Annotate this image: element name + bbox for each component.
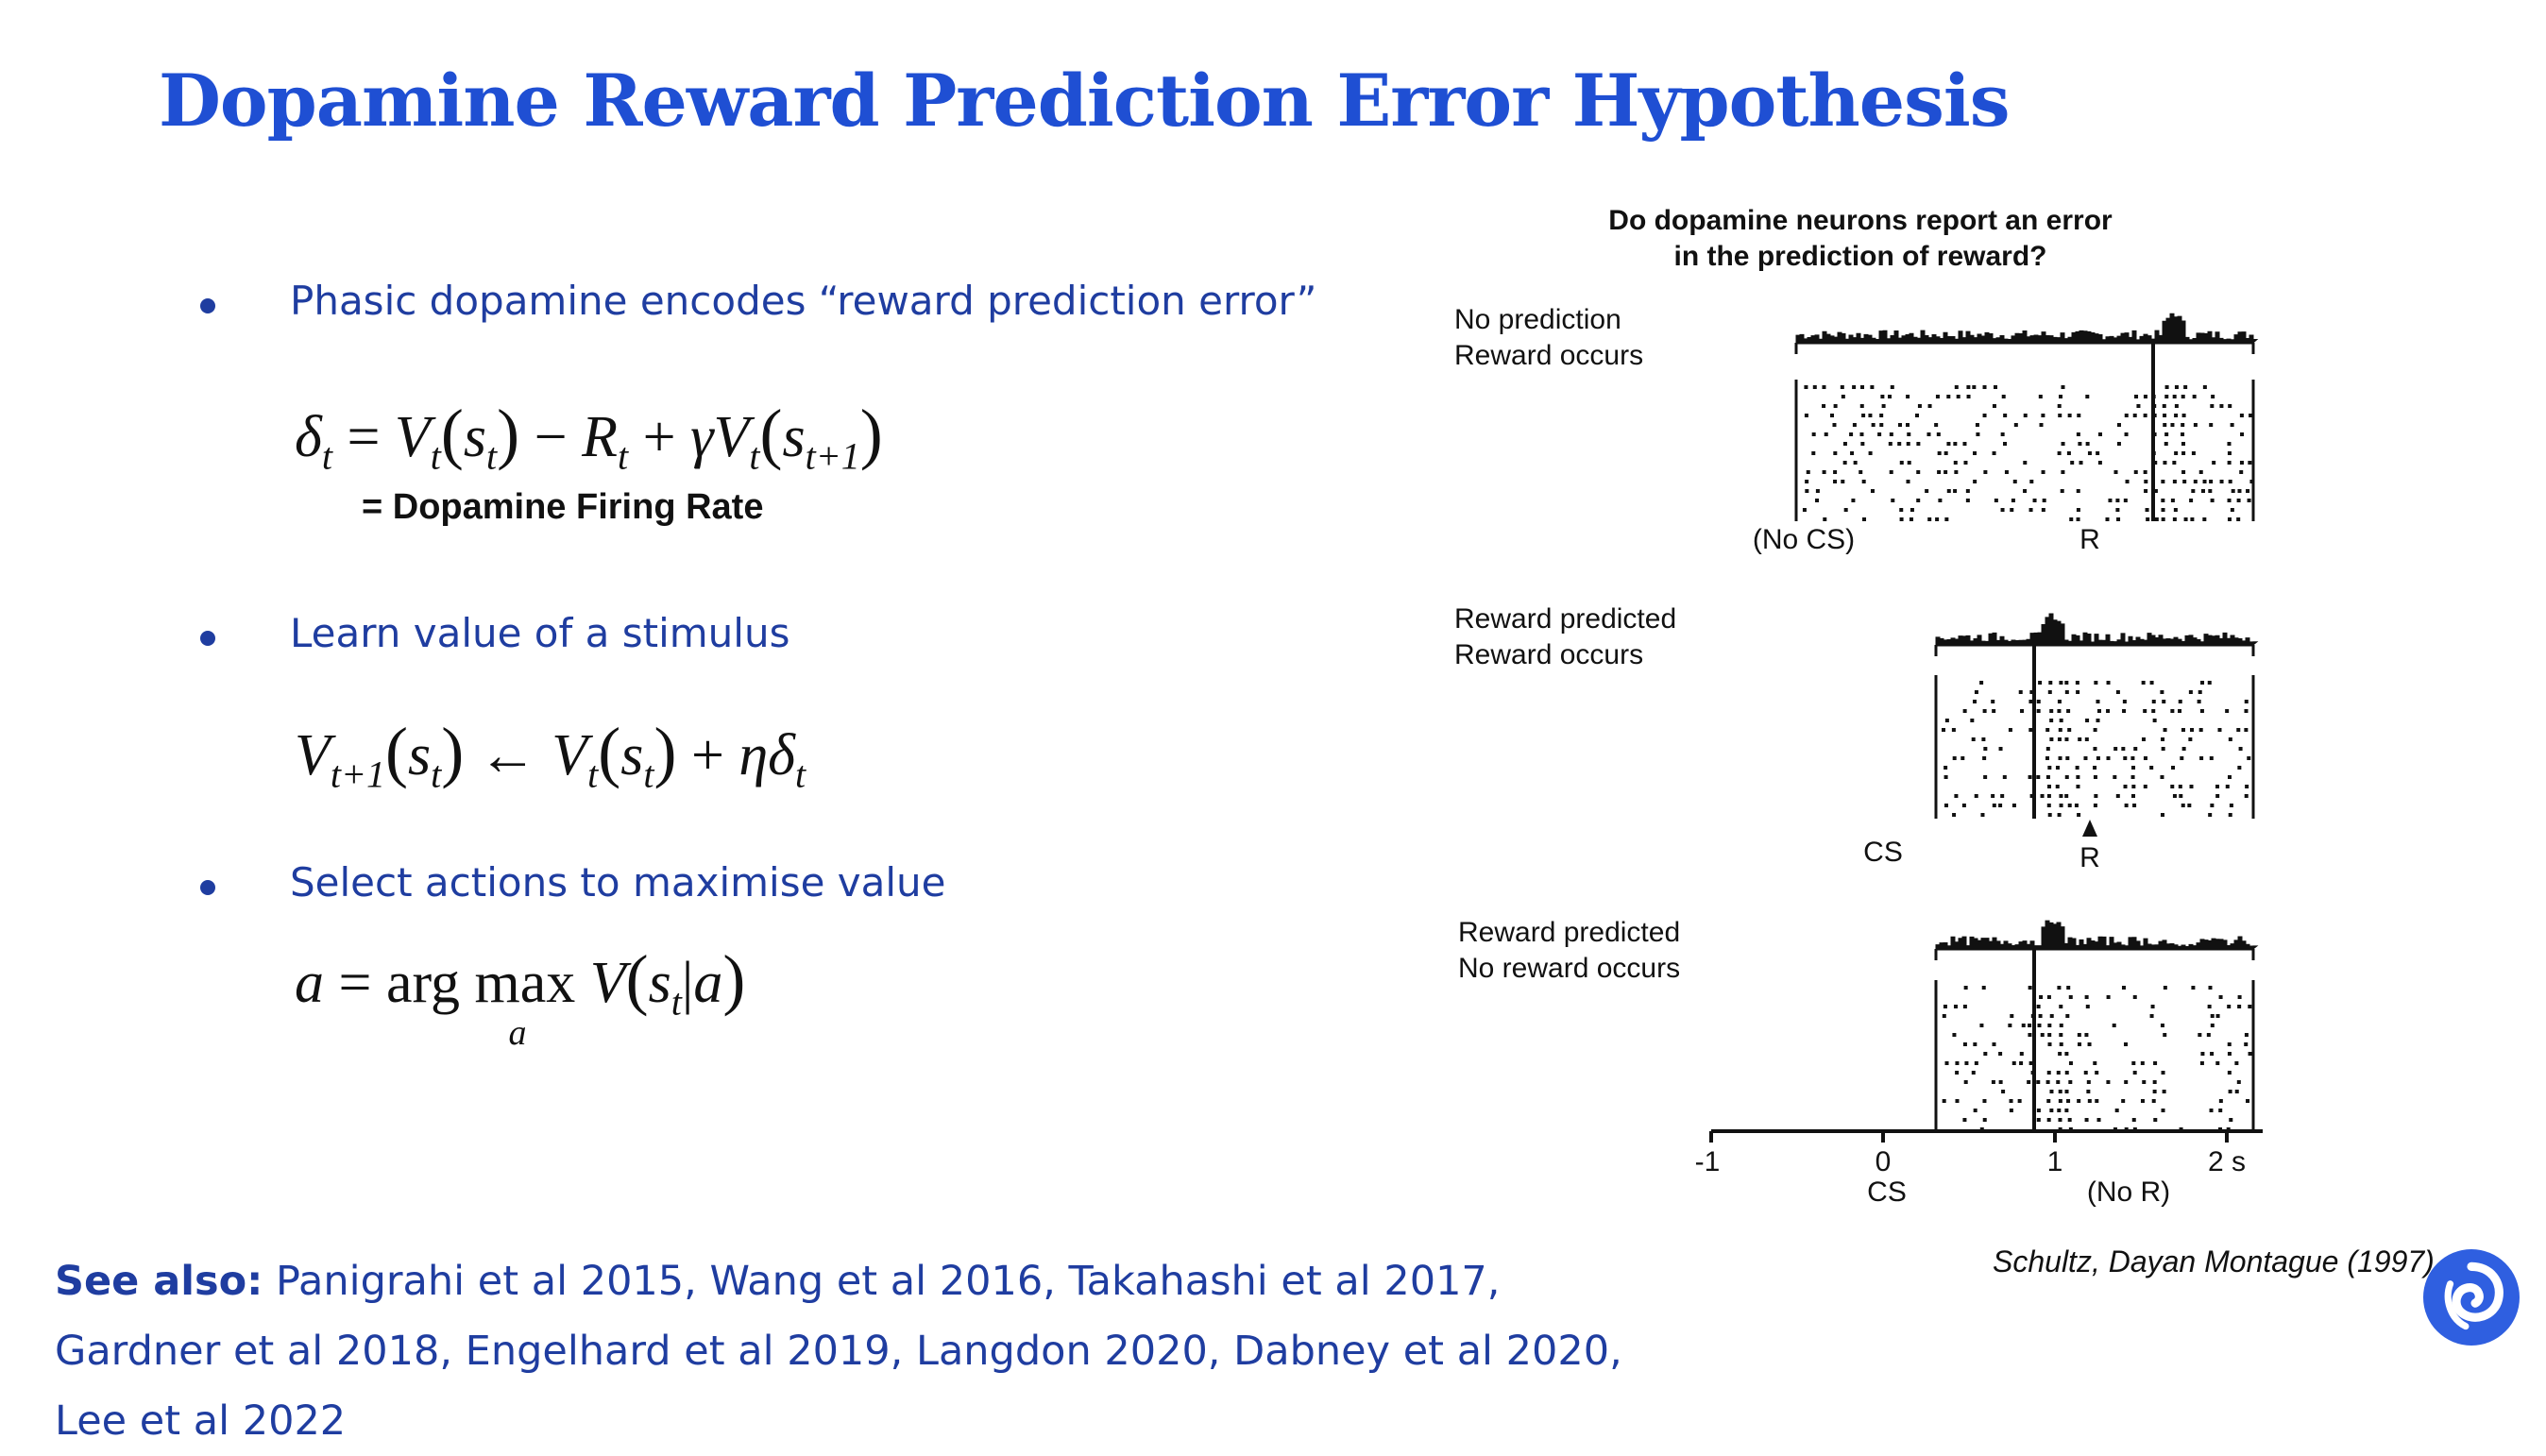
- panel2-cs-marker: CS: [1863, 837, 1903, 868]
- dopamine-raster-figure: Do dopamine neurons report an error in t…: [1454, 205, 2263, 1208]
- panel2-label1: Reward predicted: [1454, 603, 1676, 635]
- argmax-equation: a = arg max a V(st|a): [295, 941, 746, 1053]
- td-error-equation: δt = Vt(st) − Rt + γVt(st+1): [295, 396, 883, 478]
- axis-no-r-label: (No R): [2087, 1177, 2170, 1208]
- tick-minus1: -1: [1695, 1146, 1721, 1177]
- slide-title: Dopamine Reward Prediction Error Hypothe…: [159, 59, 2011, 143]
- equation-label: = Dopamine Firing Rate: [362, 487, 764, 527]
- panel1-label1: No prediction: [1454, 304, 1621, 335]
- value-update-equation: Vt+1(st) ← Vt(st) + ηδt: [295, 714, 806, 796]
- bullet-dot: [200, 631, 215, 646]
- panel1-no-cs-marker: (No CS): [1753, 524, 1855, 555]
- figure-title-line1: Do dopamine neurons report an error: [1608, 205, 2113, 236]
- bullet-dot: [200, 880, 215, 895]
- axis-cs-label: CS: [1867, 1177, 1907, 1208]
- see-also-label: See also:: [55, 1258, 263, 1305]
- panel3-raster: [1934, 920, 2259, 1131]
- panel1-raster: [1794, 313, 2259, 521]
- figure-citation: Schultz, Dayan Montague (1997): [1993, 1244, 2435, 1278]
- bullet-rpe: Phasic dopamine encodes “reward predicti…: [290, 278, 1317, 324]
- panel2-label2: Reward occurs: [1454, 639, 1643, 670]
- panel2-raster: [1934, 613, 2259, 819]
- tick-2s: 2 s: [2208, 1146, 2246, 1177]
- see-also: See also: Panigrahi et al 2015, Wang et …: [55, 1246, 1660, 1456]
- bullet-select-actions: Select actions to maximise value: [290, 859, 946, 906]
- panel3-label1: Reward predicted: [1458, 917, 1680, 948]
- bullet-learn-value: Learn value of a stimulus: [290, 610, 790, 656]
- panel2-r-marker: R: [2079, 842, 2100, 873]
- tick-0: 0: [1876, 1146, 1892, 1177]
- panel1-label2: Reward occurs: [1454, 340, 1643, 371]
- see-also-references: Panigrahi et al 2015, Wang et al 2016, T…: [55, 1258, 1622, 1445]
- deepmind-logo-icon: [2423, 1249, 2520, 1346]
- tick-1: 1: [2047, 1146, 2063, 1177]
- reward-arrow-icon: [2082, 820, 2097, 837]
- panel1-r-marker: R: [2079, 524, 2100, 555]
- bullet-dot: [200, 298, 215, 313]
- figure-title-line2: in the prediction of reward?: [1673, 241, 2046, 272]
- panel3-label2: No reward occurs: [1458, 953, 1680, 984]
